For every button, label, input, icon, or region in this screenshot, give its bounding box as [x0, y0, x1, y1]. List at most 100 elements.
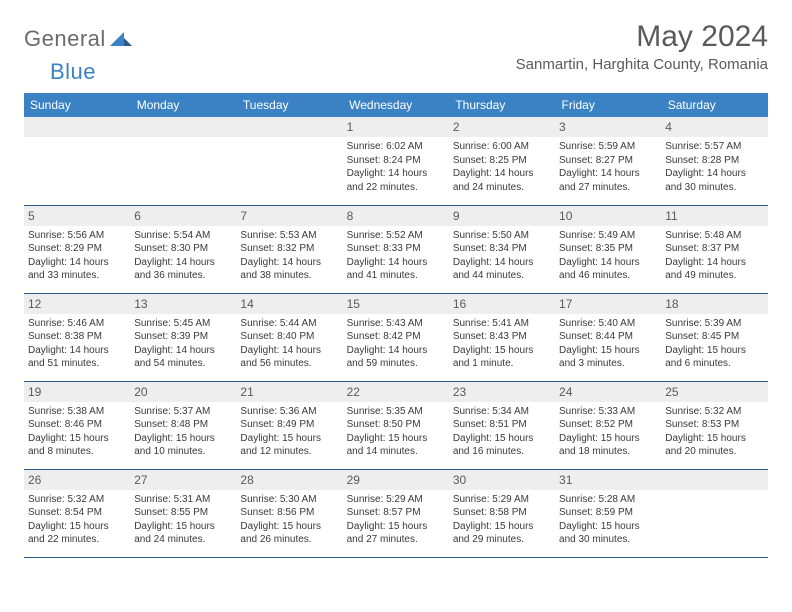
calendar-day-cell: 26Sunrise: 5:32 AMSunset: 8:54 PMDayligh… [24, 469, 130, 557]
day-number: 5 [24, 206, 130, 226]
daylight-text: Daylight: 14 hours and 33 minutes. [28, 256, 126, 283]
sunrise-text: Sunrise: 5:57 AM [665, 140, 763, 154]
sunrise-text: Sunrise: 5:31 AM [134, 493, 232, 507]
sunrise-text: Sunrise: 5:44 AM [240, 317, 338, 331]
day-number-empty [236, 117, 342, 137]
calendar-table: SundayMondayTuesdayWednesdayThursdayFrid… [24, 93, 768, 558]
day-number-empty [661, 470, 767, 490]
sunrise-text: Sunrise: 5:30 AM [240, 493, 338, 507]
daylight-text: Daylight: 15 hours and 18 minutes. [559, 432, 657, 459]
daylight-text: Daylight: 15 hours and 27 minutes. [347, 520, 445, 547]
sunrise-text: Sunrise: 5:29 AM [453, 493, 551, 507]
daylight-text: Daylight: 14 hours and 24 minutes. [453, 167, 551, 194]
sunrise-text: Sunrise: 5:50 AM [453, 229, 551, 243]
sunset-text: Sunset: 8:32 PM [240, 242, 338, 256]
sunset-text: Sunset: 8:53 PM [665, 418, 763, 432]
daylight-text: Daylight: 15 hours and 26 minutes. [240, 520, 338, 547]
day-number: 14 [236, 294, 342, 314]
sunrise-text: Sunrise: 5:32 AM [665, 405, 763, 419]
sunrise-text: Sunrise: 5:34 AM [453, 405, 551, 419]
daylight-text: Daylight: 15 hours and 30 minutes. [559, 520, 657, 547]
sunrise-text: Sunrise: 5:35 AM [347, 405, 445, 419]
weekday-header-row: SundayMondayTuesdayWednesdayThursdayFrid… [24, 93, 768, 117]
day-number: 28 [236, 470, 342, 490]
location-subtitle: Sanmartin, Harghita County, Romania [516, 56, 768, 73]
daylight-text: Daylight: 15 hours and 24 minutes. [134, 520, 232, 547]
calendar-day-cell: 14Sunrise: 5:44 AMSunset: 8:40 PMDayligh… [236, 293, 342, 381]
calendar-day-cell: 24Sunrise: 5:33 AMSunset: 8:52 PMDayligh… [555, 381, 661, 469]
calendar-day-cell: 8Sunrise: 5:52 AMSunset: 8:33 PMDaylight… [343, 205, 449, 293]
sunset-text: Sunset: 8:45 PM [665, 330, 763, 344]
calendar-day-cell: 18 Sunrise: 5:39 AMSunset: 8:45 PMDayligh… [661, 293, 767, 381]
sunrise-text: Sunrise: 5:40 AM [559, 317, 657, 331]
weekday-header: Monday [130, 93, 236, 117]
calendar-day-cell: 9Sunrise: 5:50 AMSunset: 8:34 PMDaylight… [449, 205, 555, 293]
calendar-day-cell: 25 Sunrise: 5:32 AMSunset: 8:53 PMDayligh… [661, 381, 767, 469]
calendar-day-cell: 10Sunrise: 5:49 AMSunset: 8:35 PMDayligh… [555, 205, 661, 293]
sunset-text: Sunset: 8:30 PM [134, 242, 232, 256]
day-number: 7 [236, 206, 342, 226]
daylight-text: Daylight: 15 hours and 14 minutes. [347, 432, 445, 459]
sunset-text: Sunset: 8:29 PM [28, 242, 126, 256]
day-number: 17 [555, 294, 661, 314]
sunrise-text: Sunrise: 5:54 AM [134, 229, 232, 243]
daylight-text: Daylight: 15 hours and 6 minutes. [665, 344, 763, 371]
sunset-text: Sunset: 8:34 PM [453, 242, 551, 256]
day-number: 30 [449, 470, 555, 490]
day-number: 25 [661, 382, 767, 402]
sunset-text: Sunset: 8:55 PM [134, 506, 232, 520]
month-title: May 2024 [516, 20, 768, 54]
daylight-text: Daylight: 14 hours and 38 minutes. [240, 256, 338, 283]
sunrise-text: Sunrise: 5:53 AM [240, 229, 338, 243]
day-number: 1 [343, 117, 449, 137]
day-number: 3 [555, 117, 661, 137]
daylight-text: Daylight: 14 hours and 36 minutes. [134, 256, 232, 283]
day-number: 8 [343, 206, 449, 226]
calendar-day-cell: 12Sunrise: 5:46 AMSunset: 8:38 PMDayligh… [24, 293, 130, 381]
day-number: 10 [555, 206, 661, 226]
sunrise-text: Sunrise: 5:36 AM [240, 405, 338, 419]
day-number: 27 [130, 470, 236, 490]
sunrise-text: Sunrise: 6:00 AM [453, 140, 551, 154]
calendar-day-cell [236, 117, 342, 205]
sunset-text: Sunset: 8:33 PM [347, 242, 445, 256]
calendar-week-row: 19Sunrise: 5:38 AMSunset: 8:46 PMDayligh… [24, 381, 768, 469]
sunrise-text: Sunrise: 5:39 AM [665, 317, 763, 331]
day-number: 29 [343, 470, 449, 490]
sunset-text: Sunset: 8:25 PM [453, 154, 551, 168]
calendar-day-cell: 23Sunrise: 5:34 AMSunset: 8:51 PMDayligh… [449, 381, 555, 469]
calendar-day-cell: 13Sunrise: 5:45 AMSunset: 8:39 PMDayligh… [130, 293, 236, 381]
logo-triangle-icon [110, 28, 132, 51]
calendar-week-row: 26Sunrise: 5:32 AMSunset: 8:54 PMDayligh… [24, 469, 768, 557]
calendar-day-cell: 17Sunrise: 5:40 AMSunset: 8:44 PMDayligh… [555, 293, 661, 381]
day-number: 19 [24, 382, 130, 402]
daylight-text: Daylight: 15 hours and 10 minutes. [134, 432, 232, 459]
sunrise-text: Sunrise: 5:46 AM [28, 317, 126, 331]
sunrise-text: Sunrise: 5:56 AM [28, 229, 126, 243]
calendar-day-cell: 5 Sunrise: 5:56 AMSunset: 8:29 PMDaylight… [24, 205, 130, 293]
sunrise-text: Sunrise: 5:59 AM [559, 140, 657, 154]
calendar-day-cell [130, 117, 236, 205]
calendar-day-cell: 27 Sunrise: 5:31 AMSunset: 8:55 PMDayligh… [130, 469, 236, 557]
calendar-week-row: 5Sunrise: 5:56 AMSunset: 8:29 PMDaylight… [24, 205, 768, 293]
weekday-header: Sunday [24, 93, 130, 117]
calendar-day-cell: 7 Sunrise: 5:53 AMSunset: 8:32 PMDaylight… [236, 205, 342, 293]
day-number: 21 [236, 382, 342, 402]
daylight-text: Daylight: 14 hours and 54 minutes. [134, 344, 232, 371]
weekday-header: Wednesday [343, 93, 449, 117]
daylight-text: Daylight: 14 hours and 22 minutes. [347, 167, 445, 194]
daylight-text: Daylight: 15 hours and 20 minutes. [665, 432, 763, 459]
day-number: 18 [661, 294, 767, 314]
daylight-text: Daylight: 14 hours and 59 minutes. [347, 344, 445, 371]
sunrise-text: Sunrise: 5:28 AM [559, 493, 657, 507]
sunrise-text: Sunrise: 5:52 AM [347, 229, 445, 243]
daylight-text: Daylight: 15 hours and 16 minutes. [453, 432, 551, 459]
sunrise-text: Sunrise: 6:02 AM [347, 140, 445, 154]
day-number: 13 [130, 294, 236, 314]
calendar-day-cell: 22Sunrise: 5:35 AMSunset: 8:50 PMDayligh… [343, 381, 449, 469]
calendar-day-cell: 15Sunrise: 5:43 AMSunset: 8:42 PMDayligh… [343, 293, 449, 381]
daylight-text: Daylight: 15 hours and 3 minutes. [559, 344, 657, 371]
daylight-text: Daylight: 14 hours and 51 minutes. [28, 344, 126, 371]
sunset-text: Sunset: 8:40 PM [240, 330, 338, 344]
sunset-text: Sunset: 8:27 PM [559, 154, 657, 168]
